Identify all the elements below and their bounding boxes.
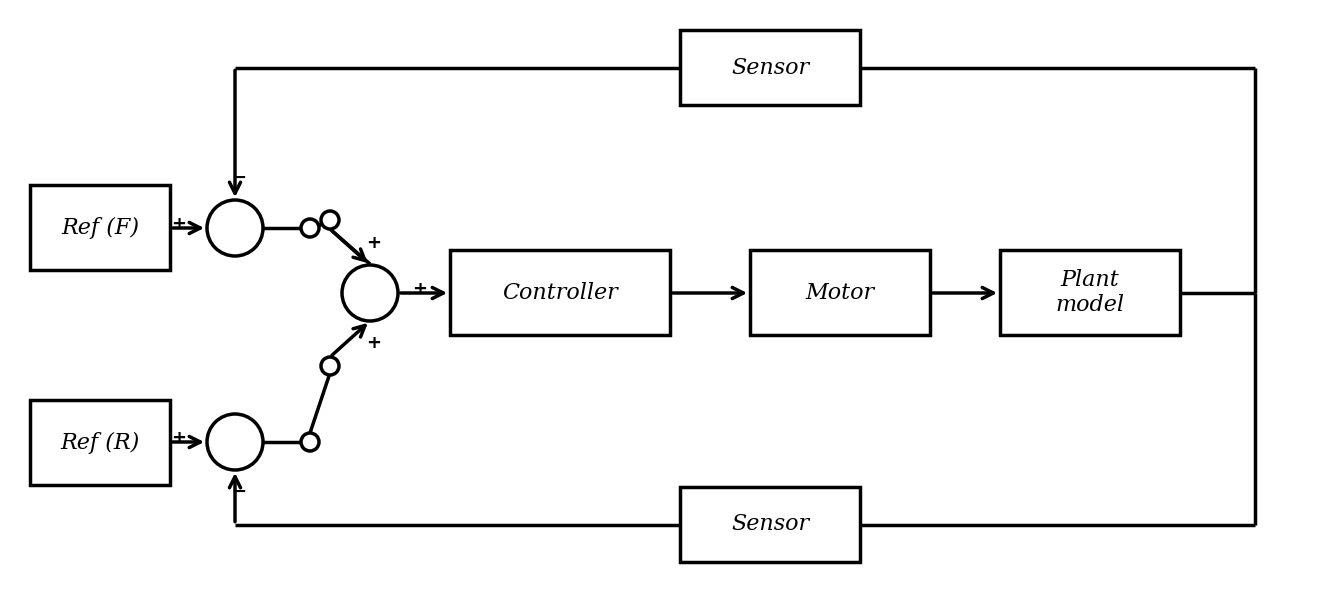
Text: Ref (R): Ref (R)	[61, 431, 140, 454]
Text: Sensor: Sensor	[731, 513, 808, 536]
Text: −: −	[231, 169, 247, 187]
Circle shape	[321, 357, 339, 375]
Text: Motor: Motor	[806, 281, 875, 303]
Circle shape	[321, 211, 339, 229]
Text: +: +	[412, 280, 428, 298]
Bar	[450, 250, 670, 335]
Bar	[30, 400, 170, 485]
Text: −: −	[231, 483, 247, 501]
Text: Controller: Controller	[502, 281, 618, 303]
Bar	[750, 250, 930, 335]
Text: +: +	[172, 215, 186, 233]
Circle shape	[301, 433, 318, 451]
Text: +: +	[172, 429, 186, 447]
Circle shape	[207, 414, 263, 470]
Text: Plant
model: Plant model	[1055, 269, 1124, 316]
Circle shape	[342, 265, 398, 321]
Circle shape	[301, 219, 318, 237]
Bar	[680, 30, 860, 105]
Text: +: +	[366, 234, 382, 252]
Bar	[680, 487, 860, 562]
Bar	[30, 185, 170, 270]
Text: Ref (F): Ref (F)	[61, 217, 139, 238]
Circle shape	[207, 200, 263, 256]
Text: Sensor: Sensor	[731, 57, 808, 78]
Bar	[1000, 250, 1180, 335]
Text: +: +	[366, 334, 382, 352]
